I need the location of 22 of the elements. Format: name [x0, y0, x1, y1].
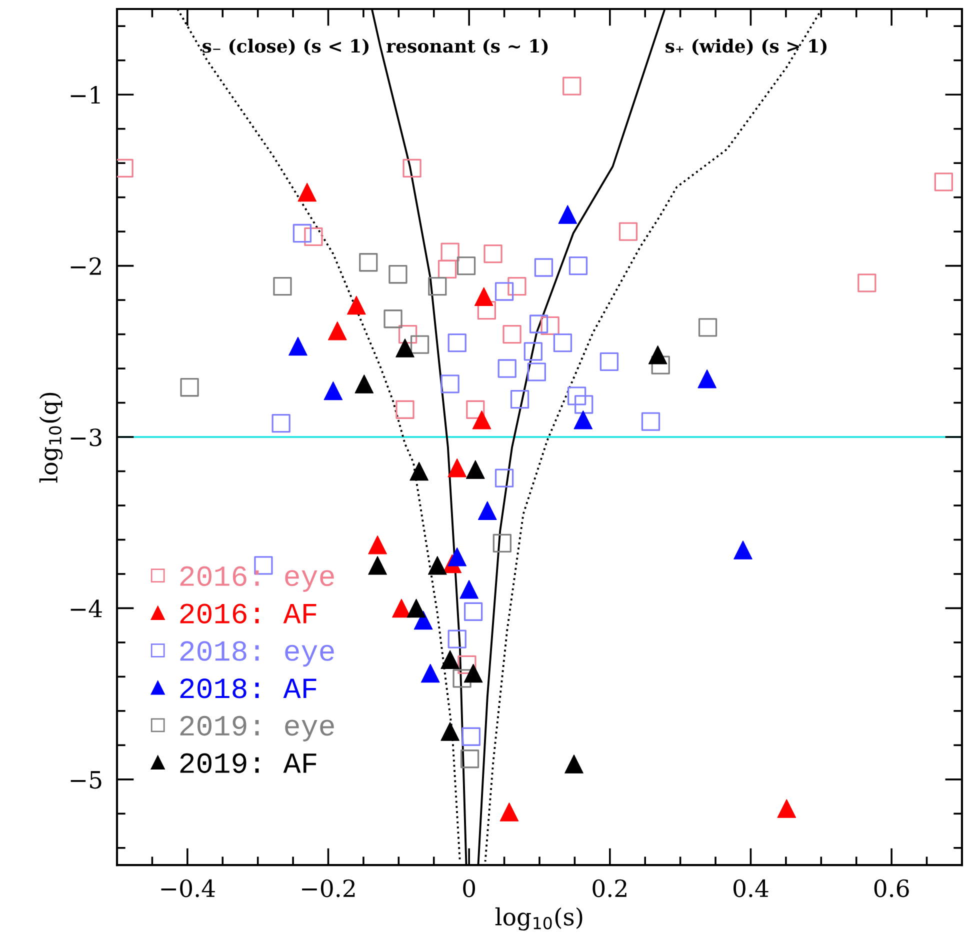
legend-label: 2019: AF [180, 753, 316, 774]
annotation: resonant (s ~ 1) [386, 38, 548, 56]
y-tick-label: −1 [70, 86, 100, 104]
y-tick-label: −2 [70, 257, 101, 275]
y-tick-label: −3 [70, 428, 102, 446]
y-tick-label: −5 [70, 771, 102, 789]
x-axis-title: log$_{10}$(s) [495, 907, 582, 931]
legend-label: 2018: AF [180, 678, 316, 698]
legend-label: 2016: eye [180, 566, 334, 592]
legend-label: 2018: eye [180, 641, 334, 667]
x-tick-label: 0 [463, 879, 476, 898]
y-axis-title: log$_{10}$(q) [39, 392, 63, 483]
y-tick-label: −4 [70, 600, 102, 618]
x-tick-label: −0.2 [302, 879, 355, 898]
x-tick-label: 0.2 [592, 879, 626, 898]
legend-label: 2019: eye [180, 716, 334, 742]
x-tick-label: 0.6 [874, 879, 909, 898]
legend-label: 2016: AF [180, 604, 316, 624]
x-tick-label: −0.4 [161, 879, 215, 898]
x-tick-label: 0.4 [734, 879, 768, 898]
annotation: s₊ (wide) (s > 1) [666, 38, 826, 56]
annotation: s₋ (close) (s < 1) [202, 38, 368, 56]
